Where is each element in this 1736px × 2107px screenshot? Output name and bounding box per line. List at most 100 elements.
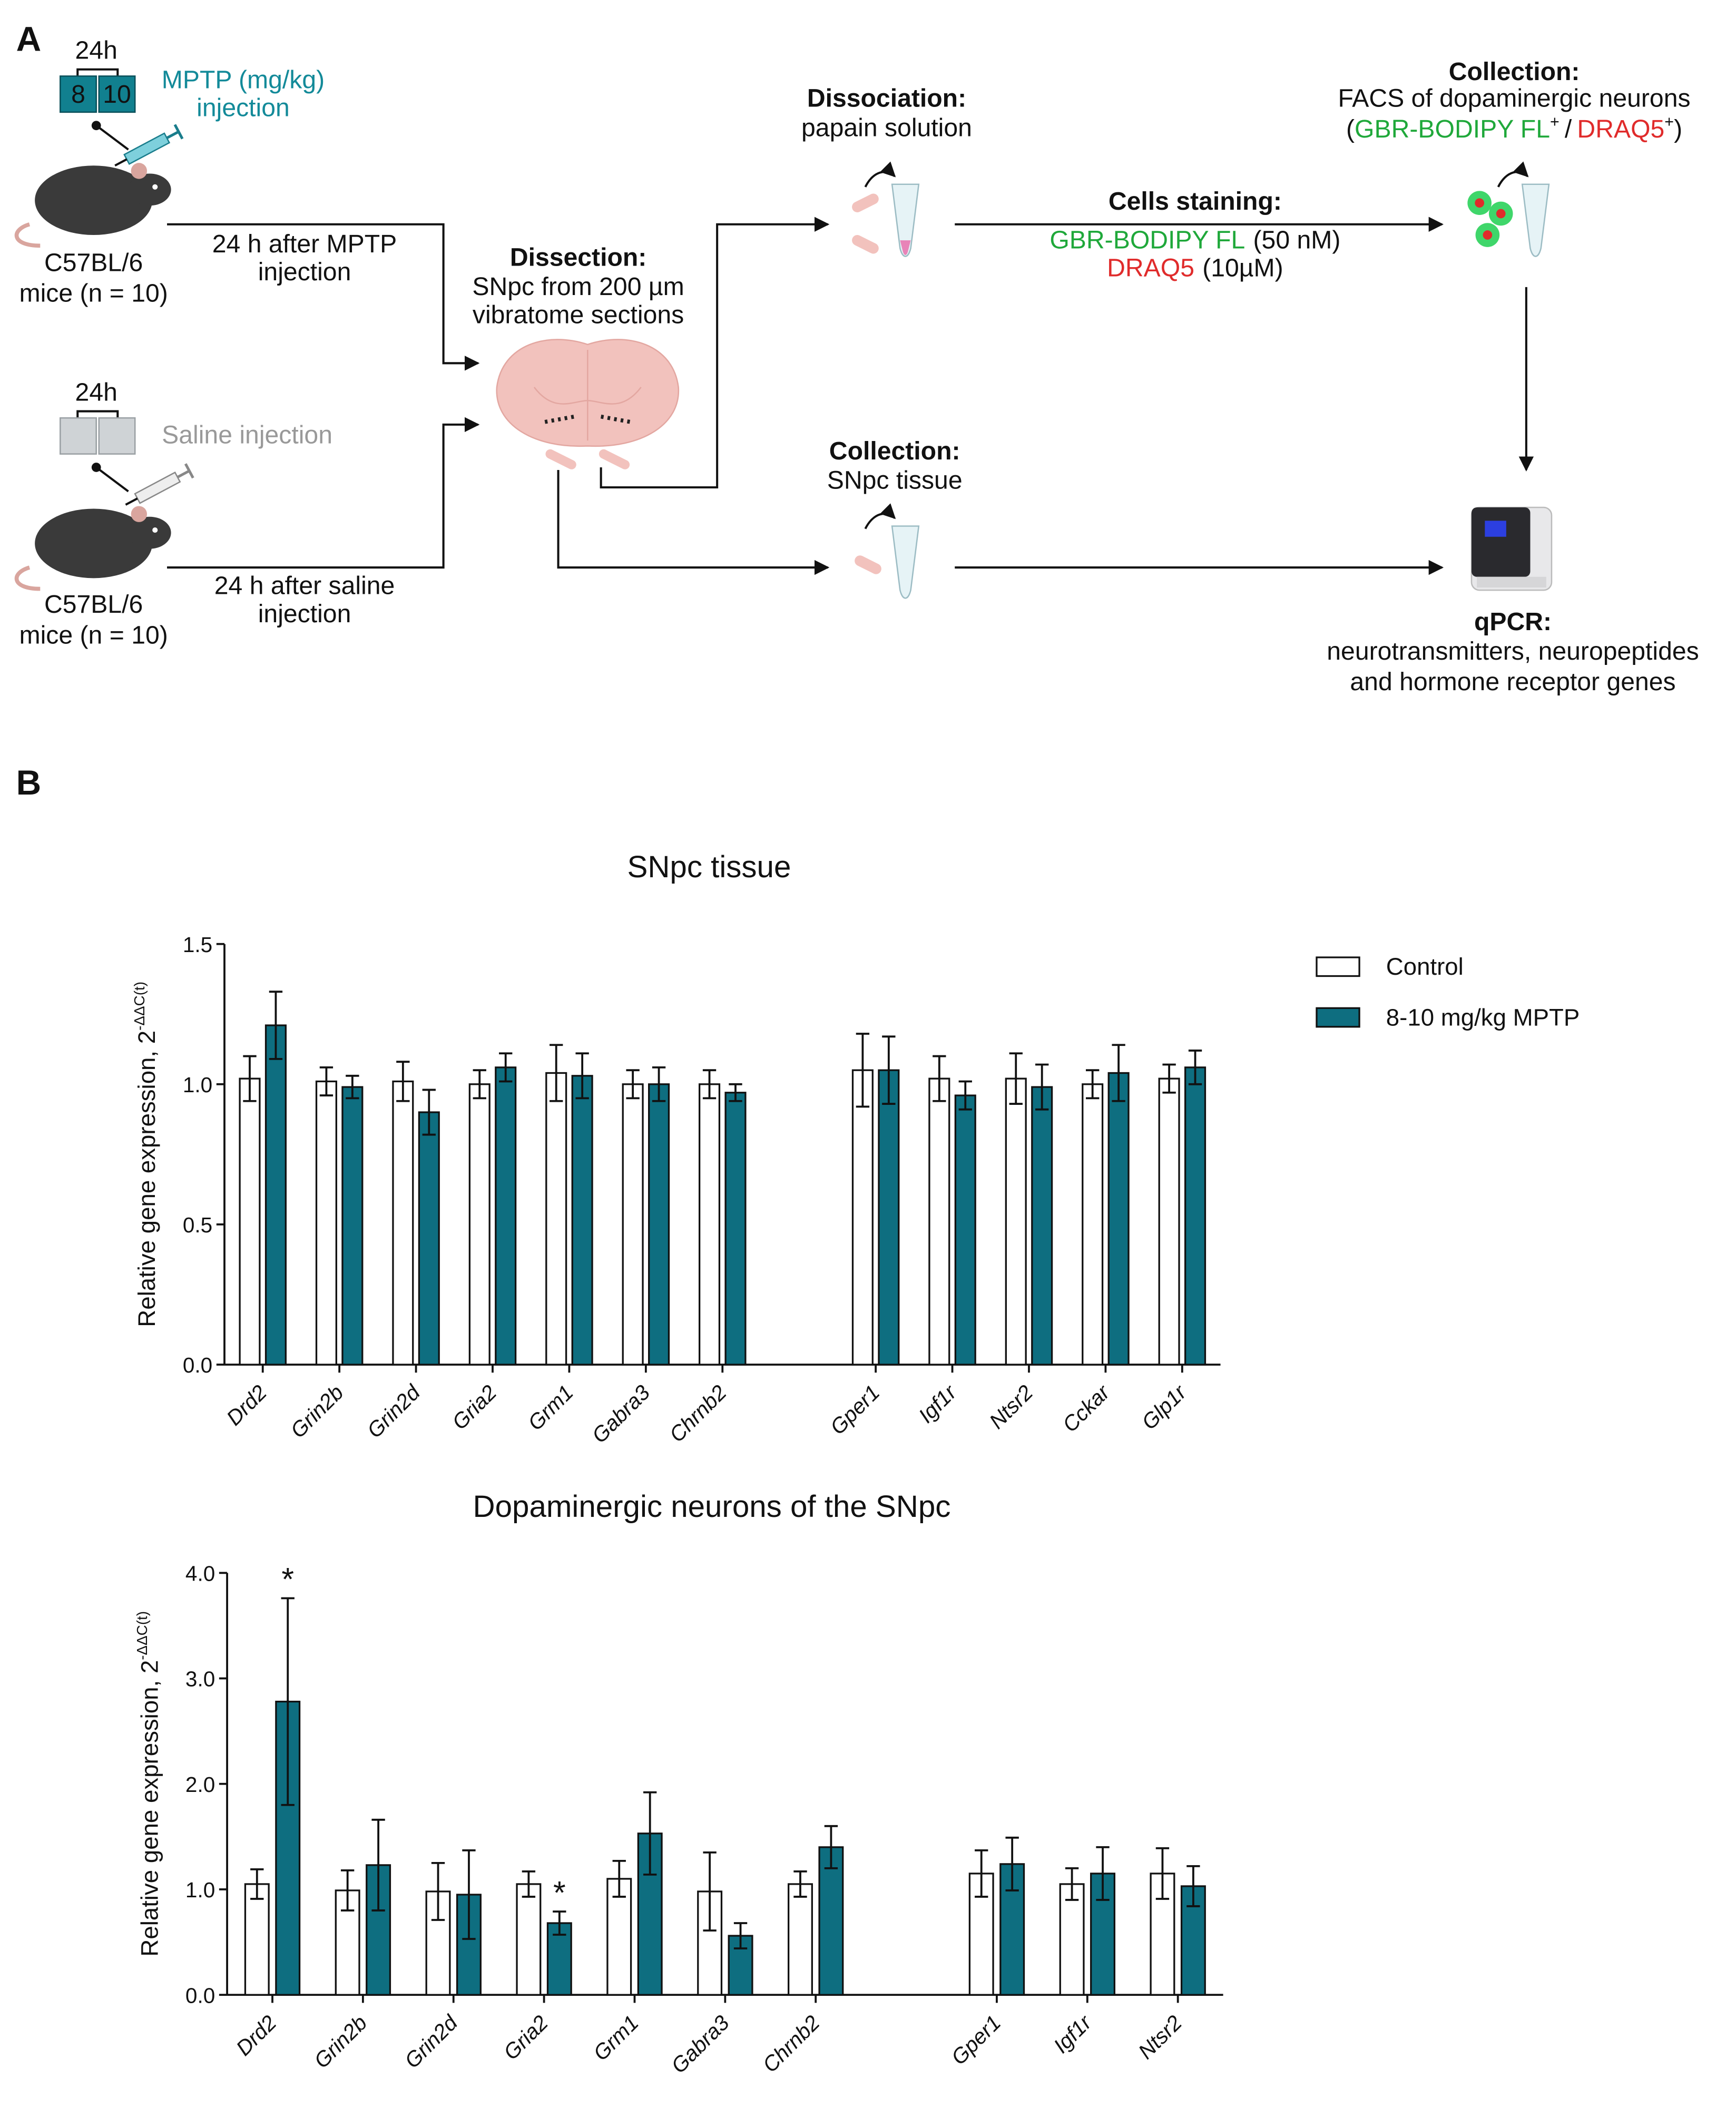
error-bar bbox=[975, 1849, 988, 1898]
bar bbox=[571, 1075, 593, 1366]
error-bar bbox=[346, 1074, 359, 1100]
x-tick-label: Gabra3 bbox=[666, 2010, 734, 2077]
mouse-label: C57BL/6 bbox=[44, 590, 143, 619]
chart-title: SNpc tissue bbox=[627, 850, 791, 884]
error-bar bbox=[1096, 1846, 1110, 1901]
bar bbox=[1031, 1086, 1053, 1366]
y-tick-label: 0.0 bbox=[185, 1983, 215, 2007]
x-tick-label: Grm1 bbox=[589, 2011, 643, 2065]
error-bar bbox=[1112, 1044, 1125, 1102]
separator: / bbox=[1565, 115, 1572, 143]
syringe bbox=[114, 124, 184, 167]
y-tick-label: 0.5 bbox=[183, 1213, 212, 1237]
bar bbox=[878, 1069, 900, 1366]
bar bbox=[392, 1080, 414, 1366]
x-tick-label: Gria2 bbox=[447, 1380, 502, 1435]
bar bbox=[698, 1083, 721, 1366]
panel-label: B bbox=[16, 763, 42, 802]
y-tick-label: 2.0 bbox=[185, 1772, 215, 1797]
error-bar bbox=[371, 1818, 385, 1912]
step-text: GBR-BODIPY FL (50 nM) bbox=[1050, 226, 1340, 254]
error-bar bbox=[612, 1859, 626, 1898]
bar bbox=[418, 1111, 440, 1366]
arrow-label: injection bbox=[258, 258, 351, 286]
error-bar bbox=[319, 1066, 334, 1096]
x-tick-label: Drd2 bbox=[231, 2011, 281, 2061]
x-tick-label: Gper1 bbox=[946, 2011, 1005, 2070]
x-tick-label: Cckar bbox=[1058, 1380, 1115, 1437]
bar bbox=[606, 1878, 632, 1996]
bar bbox=[1082, 1083, 1104, 1366]
error-bar bbox=[243, 1055, 257, 1102]
mouse-label: C57BL/6 bbox=[44, 248, 143, 277]
bracket bbox=[76, 68, 119, 77]
x-tick-label: Drd2 bbox=[222, 1380, 272, 1430]
y-label-text: Relative gene expression, 2 bbox=[136, 1660, 163, 1957]
arrow bbox=[167, 223, 480, 371]
error-bar bbox=[733, 1922, 748, 1949]
marker: DRAQ5 bbox=[1577, 115, 1664, 143]
x-tick-label: Gria2 bbox=[498, 2011, 553, 2065]
error-bar bbox=[882, 1035, 896, 1105]
legend-swatch bbox=[1316, 956, 1360, 977]
error-bar bbox=[462, 1849, 476, 1940]
bar bbox=[818, 1846, 844, 1996]
error-bar bbox=[729, 1083, 742, 1102]
bar bbox=[928, 1077, 950, 1366]
x-tick-label: Glp1r bbox=[1137, 1380, 1192, 1435]
step-text: and hormone receptor genes bbox=[1350, 668, 1675, 696]
error-bar bbox=[553, 1910, 566, 1936]
error-bar bbox=[422, 1089, 436, 1136]
arrow-label: 24 h after saline bbox=[214, 572, 395, 600]
error-bar bbox=[652, 1066, 666, 1102]
step-text: papain solution bbox=[801, 113, 972, 142]
bar bbox=[495, 1066, 517, 1366]
panel-label: A bbox=[16, 19, 42, 58]
y-axis-label: Relative gene expression, 2-ΔΔC(t) bbox=[131, 982, 160, 1327]
arrow bbox=[600, 217, 830, 489]
y-axis-label: Relative gene expression, 2-ΔΔC(t) bbox=[134, 1611, 163, 1957]
y-label-text: Relative gene expression, 2 bbox=[133, 1031, 160, 1327]
y-tick-label: 1.0 bbox=[185, 1878, 215, 1902]
x-tick-label: Ntsr2 bbox=[984, 1380, 1037, 1434]
concentration: (50 nM) bbox=[1253, 226, 1341, 254]
bar bbox=[1107, 1072, 1130, 1366]
x-tick-label: Gabra3 bbox=[587, 1380, 654, 1447]
chart-title: Dopaminergic neurons of the SNpc bbox=[473, 1489, 951, 1524]
bar bbox=[1184, 1066, 1207, 1366]
step-title: Collection: bbox=[1449, 57, 1580, 86]
bar bbox=[954, 1094, 976, 1366]
dye: GBR-BODIPY FL bbox=[1050, 226, 1245, 254]
x-tick-label: Grin2d bbox=[362, 1380, 426, 1443]
error-bar bbox=[1162, 1063, 1176, 1094]
x-tick-label: Gper1 bbox=[825, 1380, 884, 1439]
y-label-sup: -ΔΔC(t) bbox=[134, 1611, 150, 1660]
bar bbox=[516, 1883, 542, 1996]
saline-group: 24h Saline injection C57BL/6 mice (n = 1… bbox=[14, 378, 480, 649]
step-title: Collection: bbox=[829, 437, 960, 465]
error-bar bbox=[473, 1069, 486, 1100]
error-bar bbox=[250, 1868, 264, 1900]
step-text: SNpc tissue bbox=[827, 466, 963, 495]
error-bar bbox=[522, 1870, 536, 1898]
x-tick-label: Ntsr2 bbox=[1133, 2011, 1186, 2064]
mptp-group: 24h 8 10 MPTP (mg/kg) injection C57BL/6 … bbox=[14, 36, 480, 371]
y-tick-label: 1.0 bbox=[183, 1073, 212, 1097]
bar bbox=[787, 1883, 813, 1996]
x-tick-label: Grin2b bbox=[286, 1380, 348, 1443]
pin-line bbox=[95, 124, 129, 151]
x-tick-label: Grm1 bbox=[523, 1380, 578, 1435]
bar bbox=[1158, 1077, 1180, 1366]
x-tick-label: Chrnb2 bbox=[758, 2011, 825, 2077]
paren: ( bbox=[1346, 115, 1355, 143]
dose-box bbox=[60, 75, 97, 113]
bar bbox=[851, 1069, 874, 1366]
step-text: vibratome sections bbox=[473, 300, 684, 329]
error-bar bbox=[269, 991, 283, 1060]
qpcr-machine bbox=[1470, 506, 1553, 591]
x-tick-label: Grin2d bbox=[400, 2010, 463, 2073]
superscript: + bbox=[1550, 113, 1560, 131]
bar bbox=[622, 1083, 644, 1366]
error-bar bbox=[626, 1069, 640, 1100]
step-text: SNpc from 200 µm bbox=[472, 272, 684, 301]
